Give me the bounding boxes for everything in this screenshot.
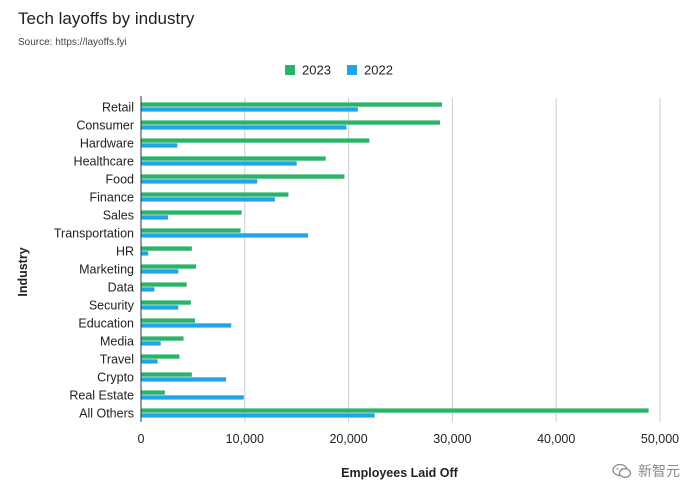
x-tick-label: 10,000 [226,432,264,446]
bar-2023 [141,228,241,233]
category-label: Marketing [79,263,134,277]
bar-2023 [141,120,440,125]
chart-subtitle: Source: https://layoffs.fyi [18,37,127,48]
bar-2022 [141,269,179,274]
bar-2023 [141,174,345,179]
bar-2022 [141,143,178,148]
category-label: Finance [90,191,135,205]
category-label: Education [78,317,134,331]
bar-2023 [141,390,165,395]
x-tick-label: 20,000 [329,432,367,446]
category-label: Real Estate [69,389,134,403]
legend-label-2023: 2023 [302,63,331,78]
bar-2023 [141,102,443,107]
category-label: Sales [103,209,134,223]
bar-2022 [141,359,158,364]
bar-2023 [141,354,180,359]
x-tick-label: 40,000 [537,432,575,446]
bar-2023 [141,282,187,287]
bar-2023 [141,246,192,251]
watermark-text: 新智元 [638,463,680,479]
bar-2023 [141,300,191,305]
x-tick-label: 50,000 [641,432,679,446]
bar-2022 [141,377,227,382]
bar-2023 [141,210,242,215]
legend-swatch-2022 [347,65,357,75]
bar-2023 [141,336,184,341]
category-label: Food [106,173,135,187]
category-label: Transportation [54,227,134,241]
bar-2023 [141,156,326,161]
watermark: 新智元 [612,461,680,481]
bar-2022 [141,161,297,166]
bar-2022 [141,287,155,292]
bar-2022 [141,197,275,202]
bar-2022 [141,413,375,418]
bar-2023 [141,372,192,377]
bar-2022 [141,395,244,400]
bar-2023 [141,192,289,197]
legend-swatch-2023 [285,65,295,75]
bar-2022 [141,233,309,238]
category-label: Healthcare [74,155,134,169]
bar-2022 [141,323,232,328]
bar-2022 [141,215,168,220]
bar-2022 [141,341,161,346]
category-label: Crypto [97,371,134,385]
x-tick-label: 0 [138,432,145,446]
bar-2022 [141,179,258,184]
category-label: Hardware [80,137,134,151]
chart-title: Tech layoffs by industry [18,9,195,28]
bar-2023 [141,408,649,413]
bar-2022 [141,107,358,112]
x-tick-label: 30,000 [433,432,471,446]
bar-2022 [141,125,347,130]
category-label: Security [89,299,135,313]
category-label: HR [116,245,134,259]
category-label: Media [100,335,134,349]
category-label: Data [108,281,134,295]
legend-label-2022: 2022 [364,63,393,78]
y-axis-title: Industry [16,247,30,296]
bar-2023 [141,318,195,323]
x-axis-title: Employees Laid Off [341,466,459,480]
bar-2022 [141,251,149,256]
bar-2023 [141,264,197,269]
category-label: Travel [100,353,134,367]
category-label: Consumer [76,119,134,133]
wechat-icon [612,463,632,478]
bar-2023 [141,138,370,143]
category-label: Retail [102,101,134,115]
category-label: All Others [79,407,134,421]
bar-2022 [141,305,179,310]
